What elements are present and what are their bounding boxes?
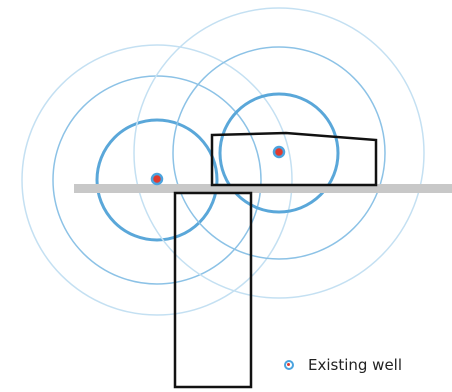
- existing-well-left: [150, 172, 164, 186]
- left-well-outer-ring: [21, 44, 293, 316]
- left-well-middle-ring: [52, 75, 262, 285]
- right-well-outer-ring: [133, 7, 425, 299]
- existing-well-marker-icon: [284, 360, 294, 370]
- left-well-inner-ring: [95, 118, 219, 242]
- road: [74, 184, 452, 193]
- existing-well-right: [272, 145, 286, 159]
- legend-label: Existing well: [308, 356, 403, 374]
- parcel-lower: [173, 191, 253, 389]
- left-well-buffer-rings: [21, 44, 293, 316]
- legend: Existing well: [284, 354, 402, 376]
- right-well-inner-ring: [218, 92, 340, 214]
- right-well-buffer-rings: [133, 7, 425, 299]
- right-well-middle-ring: [172, 46, 386, 260]
- parcel-upper-right: [210, 131, 378, 187]
